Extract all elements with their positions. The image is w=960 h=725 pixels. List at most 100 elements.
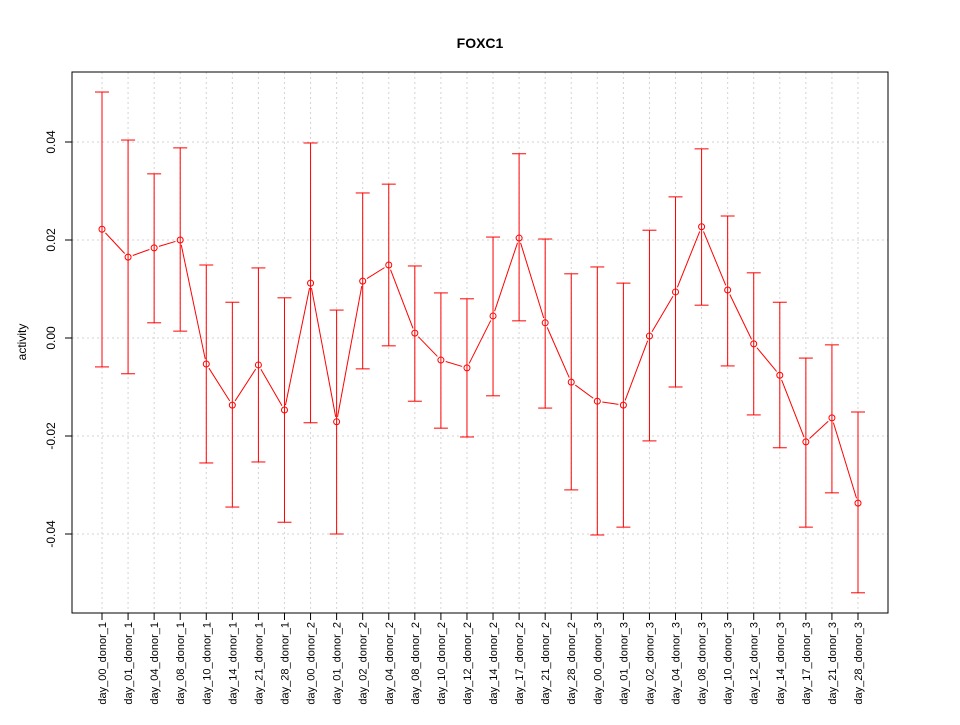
data-point	[411, 329, 419, 337]
data-point	[672, 288, 680, 296]
data-point	[854, 499, 862, 507]
x-tick-label: day_01_donor_2	[332, 622, 344, 705]
series-line-segment	[651, 295, 674, 332]
x-tick-label: day_10_donor_3	[723, 622, 735, 705]
series-line-segment	[520, 242, 545, 319]
y-tick-label: -0.02	[44, 422, 58, 450]
x-tick-label: day_08_donor_3	[697, 622, 709, 705]
x-tick-label: day_04_donor_1	[149, 622, 161, 705]
x-tick-label: day_12_donor_2	[462, 622, 474, 705]
series-line-segment	[602, 401, 619, 405]
data-point	[619, 401, 627, 409]
x-tick-label: day_00_donor_3	[592, 622, 604, 705]
series-line-segment	[676, 231, 701, 288]
x-tick-label: day_08_donor_2	[410, 622, 422, 705]
data-point	[463, 364, 471, 372]
series-line-segment	[781, 379, 805, 438]
data-point	[776, 371, 784, 379]
series-line-segment	[260, 369, 283, 406]
series-line-segment	[703, 231, 727, 286]
series-line-segment	[546, 327, 570, 378]
x-tick-label: day_14_donor_2	[488, 622, 500, 705]
data-point	[515, 234, 523, 242]
chart-title: FOXC1	[457, 35, 504, 51]
series-line-segment	[729, 294, 752, 340]
y-axis-label: activity	[15, 324, 29, 361]
data-point	[307, 279, 315, 287]
data-point	[567, 378, 575, 386]
x-tick-label: day_02_donor_2	[358, 622, 370, 705]
series-line-segment	[468, 320, 492, 364]
series-line-segment	[366, 267, 385, 279]
x-tick-label: day_28_donor_2	[566, 622, 578, 705]
data-point	[645, 332, 653, 340]
x-tick-label: day_12_donor_3	[749, 622, 761, 705]
data-point	[750, 340, 758, 348]
x-tick-label: day_28_donor_1	[279, 622, 291, 705]
data-point	[724, 286, 732, 294]
data-point	[593, 397, 601, 405]
marks	[95, 91, 865, 594]
series-line-segment	[832, 422, 858, 499]
x-axis: day_00_donor_1 day_01_donor_1 day_04_donor…	[97, 612, 865, 705]
data-point	[202, 360, 210, 368]
series-line-segment	[624, 340, 649, 401]
data-point	[828, 414, 836, 422]
x-tick-label: day_17_donor_3	[801, 622, 813, 705]
data-point	[176, 236, 184, 244]
data-point	[98, 225, 106, 233]
x-tick-label: day_02_donor_3	[644, 622, 656, 705]
x-tick-label: day_21_donor_1	[253, 622, 265, 705]
data-point	[228, 401, 236, 409]
series-line-segment	[105, 232, 126, 254]
series-line-segment	[445, 361, 463, 367]
data-point	[385, 261, 393, 269]
data-point	[124, 253, 132, 261]
series-line-segment	[284, 287, 311, 406]
data-point	[333, 418, 341, 426]
data-point	[280, 406, 288, 414]
x-tick-label: day_00_donor_1	[97, 622, 109, 705]
y-axis: -0.04 -0.02 0.00 0.02 0.04	[44, 130, 73, 548]
series-line-segment	[180, 244, 206, 360]
x-tick-label: day_01_donor_3	[618, 622, 630, 705]
x-tick-label: day_14_donor_1	[227, 622, 239, 705]
y-tick-label: 0.04	[44, 130, 58, 154]
series-line-segment	[310, 287, 337, 417]
y-tick-label: 0.00	[44, 326, 58, 350]
x-tick-label: day_04_donor_3	[671, 622, 683, 705]
x-tick-label: day_21_donor_2	[540, 622, 552, 705]
series-line-segment	[234, 368, 257, 402]
series-line-segment	[132, 249, 150, 256]
data-point	[437, 356, 445, 364]
x-tick-label: day_08_donor_1	[175, 622, 187, 705]
y-tick-label: 0.02	[44, 228, 58, 252]
data-point	[150, 244, 158, 252]
x-tick-label: day_10_donor_2	[436, 622, 448, 705]
data-point	[254, 361, 262, 369]
x-tick-label: day_14_donor_3	[775, 622, 787, 705]
x-tick-label: day_10_donor_1	[201, 622, 213, 705]
series-line-segment	[208, 367, 231, 402]
y-tick-label: -0.04	[44, 520, 58, 548]
series-line-segment	[158, 240, 176, 247]
x-tick-label: day_28_donor_3	[853, 622, 865, 705]
x-tick-label: day_04_donor_2	[384, 622, 396, 705]
series-line-segment	[494, 242, 518, 312]
series-line-segment	[390, 269, 414, 329]
data-point	[489, 312, 497, 320]
series-line-segment	[337, 285, 363, 417]
series-line-segment	[809, 420, 829, 439]
x-tick-label: day_00_donor_2	[306, 622, 318, 705]
data-point	[802, 438, 810, 446]
data-point	[541, 319, 549, 327]
series-line-segment	[574, 384, 594, 399]
series-line-segment	[756, 347, 777, 372]
x-tick-label: day_01_donor_1	[123, 622, 135, 705]
x-tick-label: day_17_donor_2	[514, 622, 526, 705]
series-line-segment	[417, 336, 438, 357]
data-point	[698, 223, 706, 231]
data-point	[359, 277, 367, 285]
x-tick-label: day_21_donor_3	[827, 622, 839, 705]
